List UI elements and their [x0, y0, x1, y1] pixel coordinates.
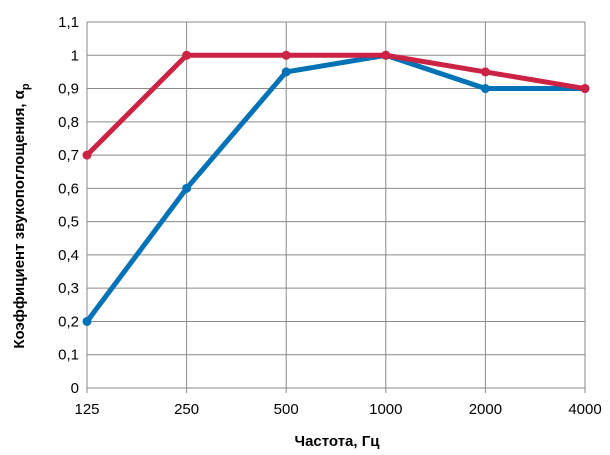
x-tick-label: 2000	[469, 401, 502, 418]
data-point	[281, 50, 291, 60]
data-point	[381, 50, 391, 60]
x-tick-label: 1000	[369, 401, 402, 418]
y-tick-label: 0,5	[58, 214, 79, 231]
y-tick-label: 0,2	[58, 313, 79, 330]
data-point	[480, 67, 490, 77]
data-point	[281, 67, 291, 77]
series-layer	[82, 50, 590, 326]
y-tick-label: 0,9	[58, 81, 79, 98]
y-tick-label: 0	[71, 380, 79, 397]
x-tick-label: 500	[274, 401, 299, 418]
y-tick-label: 1,1	[58, 14, 79, 31]
x-tick-label: 125	[74, 401, 99, 418]
x-axis-title: Частота, Гц	[295, 433, 381, 450]
axis-layer	[86, 22, 585, 389]
y-tick-label: 0,8	[58, 114, 79, 131]
y-axis-title-main: Коэффициент звукопоглощения, α	[11, 89, 28, 348]
y-tick-label: 0,1	[58, 347, 79, 364]
data-point	[480, 84, 490, 94]
data-point	[182, 183, 192, 193]
y-tick-label: 1	[71, 47, 79, 64]
y-axis-title-subscript: p	[20, 83, 32, 90]
y-tick-label: 0,7	[58, 147, 79, 164]
y-axis-title: Коэффициент звукопоглощения, αp	[11, 83, 32, 349]
series-2	[82, 50, 590, 160]
data-point	[82, 316, 92, 326]
y-tick-label: 0,4	[58, 247, 79, 264]
y-tick-label: 0,3	[58, 280, 79, 297]
data-point	[182, 50, 192, 60]
y-tick-label: 0,6	[58, 180, 79, 197]
series-line	[84, 52, 588, 324]
tick-layer: 0 0,1 0,2 0,3 0,4 0,5 0,6 0,7 0,8 0,9 1 1,1 125 250 50…	[58, 14, 602, 418]
x-tick-label: 250	[174, 401, 199, 418]
series-line	[84, 52, 588, 158]
x-tick-label: 4000	[568, 401, 601, 418]
data-point	[580, 84, 590, 94]
data-point	[82, 150, 92, 160]
